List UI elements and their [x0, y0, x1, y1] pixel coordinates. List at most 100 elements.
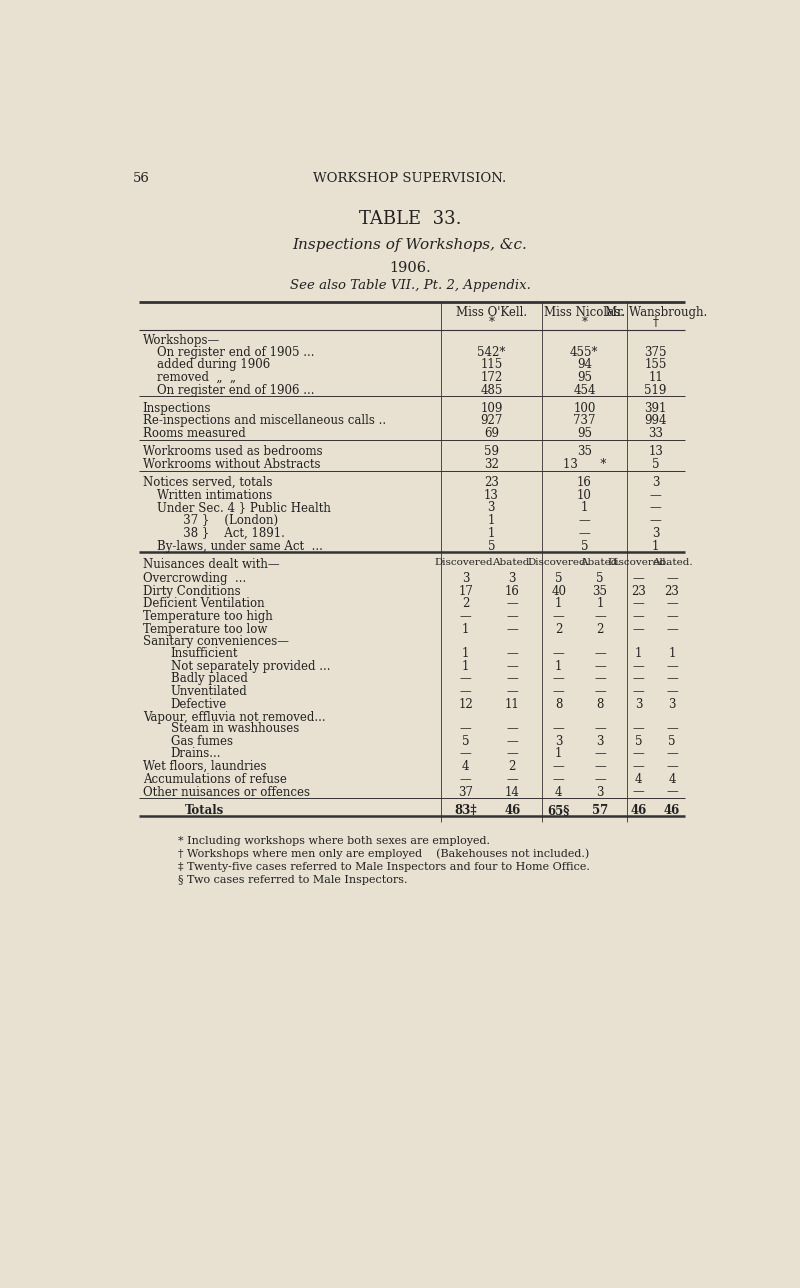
Text: 65§: 65§ [548, 804, 570, 817]
Text: 155: 155 [645, 358, 667, 371]
Text: See also Table VII., Pt. 2, Appendix.: See also Table VII., Pt. 2, Appendix. [290, 279, 530, 292]
Text: Inspections: Inspections [142, 402, 211, 415]
Text: 35: 35 [577, 446, 592, 459]
Text: —: — [594, 773, 606, 786]
Text: Abated.: Abated. [579, 558, 620, 567]
Text: 46: 46 [504, 804, 521, 817]
Text: Drains...: Drains... [170, 747, 221, 760]
Text: —: — [633, 611, 645, 623]
Text: 485: 485 [480, 384, 502, 397]
Text: Temperature too low: Temperature too low [142, 622, 267, 636]
Text: —: — [633, 659, 645, 672]
Text: 4: 4 [462, 760, 470, 773]
Text: 13: 13 [648, 446, 663, 459]
Text: Overcrowding  ...: Overcrowding ... [142, 572, 246, 585]
Text: —: — [666, 672, 678, 685]
Text: 33: 33 [648, 428, 663, 440]
Text: Discovered.: Discovered. [528, 558, 590, 567]
Text: —: — [633, 786, 645, 799]
Text: Workrooms used as bedrooms: Workrooms used as bedrooms [142, 446, 322, 459]
Text: 5: 5 [581, 540, 588, 553]
Text: 2: 2 [555, 622, 562, 636]
Text: 100: 100 [573, 402, 595, 415]
Text: 1: 1 [555, 659, 562, 672]
Text: Sanitary conveniences—: Sanitary conveniences— [142, 635, 289, 648]
Text: 16: 16 [577, 477, 592, 489]
Text: 95: 95 [577, 428, 592, 440]
Text: On register end of 1905 ...: On register end of 1905 ... [157, 345, 314, 358]
Text: 3: 3 [488, 501, 495, 514]
Text: 1: 1 [581, 501, 588, 514]
Text: Discovered.: Discovered. [608, 558, 670, 567]
Text: 38 }    Act, 1891.: 38 } Act, 1891. [157, 527, 285, 540]
Text: Totals: Totals [185, 804, 224, 817]
Text: —: — [460, 672, 472, 685]
Text: 5: 5 [488, 540, 495, 553]
Text: 10: 10 [577, 488, 592, 502]
Text: 8: 8 [596, 698, 603, 711]
Text: 1: 1 [555, 747, 562, 760]
Text: Nuisances dealt with—: Nuisances dealt with— [142, 558, 279, 571]
Text: —: — [633, 572, 645, 585]
Text: Accumulations of refuse: Accumulations of refuse [142, 773, 286, 786]
Text: —: — [553, 672, 565, 685]
Text: —: — [650, 514, 662, 527]
Text: 4: 4 [668, 773, 676, 786]
Text: 115: 115 [480, 358, 502, 371]
Text: Defective: Defective [170, 698, 226, 711]
Text: —: — [594, 760, 606, 773]
Text: Inspections of Workshops, &c.: Inspections of Workshops, &c. [293, 238, 527, 251]
Text: —: — [506, 685, 518, 698]
Text: 5: 5 [596, 572, 604, 585]
Text: 172: 172 [480, 371, 502, 384]
Text: 59: 59 [484, 446, 499, 459]
Text: —: — [633, 760, 645, 773]
Text: Workshops—: Workshops— [142, 334, 220, 346]
Text: —: — [666, 747, 678, 760]
Text: —: — [553, 760, 565, 773]
Text: —: — [633, 598, 645, 611]
Text: 17: 17 [458, 585, 474, 598]
Text: By-laws, under same Act  ...: By-laws, under same Act ... [157, 540, 322, 553]
Text: Insufficient: Insufficient [170, 647, 238, 659]
Text: § Two cases referred to Male Inspectors.: § Two cases referred to Male Inspectors. [178, 875, 407, 885]
Text: —: — [506, 598, 518, 611]
Text: Vapour, effluvia not removed...: Vapour, effluvia not removed... [142, 711, 326, 724]
Text: 8: 8 [555, 698, 562, 711]
Text: 4: 4 [555, 786, 562, 799]
Text: —: — [578, 527, 590, 540]
Text: —: — [506, 773, 518, 786]
Text: 94: 94 [577, 358, 592, 371]
Text: added during 1906: added during 1906 [157, 358, 270, 371]
Text: 37 }    (London): 37 } (London) [157, 514, 278, 527]
Text: 927: 927 [480, 415, 502, 428]
Text: 23: 23 [484, 477, 499, 489]
Text: —: — [594, 723, 606, 735]
Text: —: — [594, 747, 606, 760]
Text: 12: 12 [458, 698, 473, 711]
Text: Notices served, totals: Notices served, totals [142, 477, 272, 489]
Text: —: — [633, 685, 645, 698]
Text: Workrooms without Abstracts: Workrooms without Abstracts [142, 459, 320, 471]
Text: 2: 2 [509, 760, 516, 773]
Text: —: — [594, 685, 606, 698]
Text: Miss O'Kell.: Miss O'Kell. [456, 307, 527, 319]
Text: 35: 35 [592, 585, 607, 598]
Text: 57: 57 [592, 804, 608, 817]
Text: —: — [506, 659, 518, 672]
Text: —: — [666, 611, 678, 623]
Text: —: — [666, 723, 678, 735]
Text: —: — [460, 747, 472, 760]
Text: —: — [633, 622, 645, 636]
Text: 1: 1 [596, 598, 603, 611]
Text: Not separately provided ...: Not separately provided ... [170, 659, 330, 672]
Text: 391: 391 [645, 402, 667, 415]
Text: —: — [506, 647, 518, 659]
Text: 5: 5 [462, 734, 470, 748]
Text: 5: 5 [635, 734, 642, 748]
Text: —: — [666, 760, 678, 773]
Text: —: — [666, 598, 678, 611]
Text: —: — [666, 786, 678, 799]
Text: 3: 3 [596, 734, 604, 748]
Text: 3: 3 [652, 477, 659, 489]
